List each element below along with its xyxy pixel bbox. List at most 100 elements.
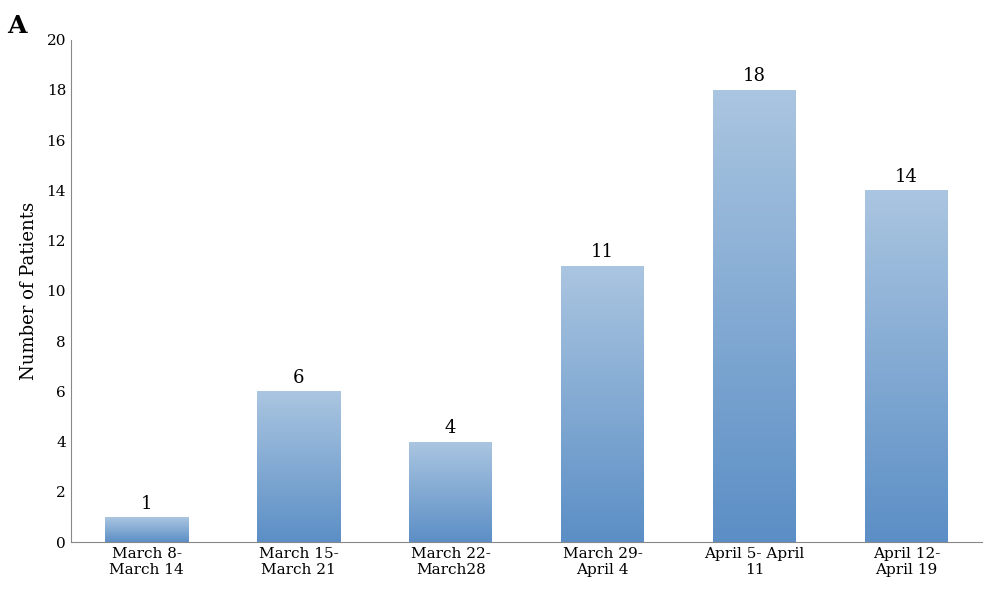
Bar: [712, 520, 796, 522]
Bar: [712, 472, 796, 475]
Bar: [864, 194, 948, 195]
Bar: [257, 463, 341, 464]
Bar: [257, 472, 341, 473]
Bar: [560, 459, 644, 461]
Bar: [560, 274, 644, 276]
Bar: [560, 405, 644, 407]
Bar: [864, 352, 948, 354]
Bar: [560, 366, 644, 368]
Bar: [257, 480, 341, 481]
Bar: [712, 330, 796, 332]
Bar: [864, 387, 948, 389]
Bar: [712, 309, 796, 311]
Bar: [712, 207, 796, 210]
Bar: [864, 366, 948, 368]
Bar: [257, 527, 341, 528]
Bar: [560, 453, 644, 454]
Bar: [712, 413, 796, 416]
Bar: [712, 321, 796, 323]
Bar: [560, 504, 644, 505]
Bar: [560, 457, 644, 458]
Bar: [864, 243, 948, 245]
Bar: [712, 327, 796, 330]
Bar: [864, 206, 948, 208]
Bar: [864, 245, 948, 247]
Bar: [864, 271, 948, 273]
Bar: [864, 201, 948, 203]
Bar: [712, 533, 796, 535]
Bar: [864, 456, 948, 458]
Bar: [864, 217, 948, 219]
Bar: [560, 533, 644, 534]
Bar: [712, 440, 796, 443]
Bar: [560, 317, 644, 318]
Bar: [257, 425, 341, 426]
Bar: [712, 300, 796, 302]
Bar: [712, 443, 796, 445]
Bar: [712, 526, 796, 529]
Bar: [864, 266, 948, 268]
Bar: [560, 286, 644, 288]
Bar: [257, 467, 341, 469]
Bar: [864, 409, 948, 410]
Bar: [864, 393, 948, 394]
Bar: [560, 483, 644, 484]
Bar: [560, 267, 644, 268]
Bar: [560, 488, 644, 489]
Bar: [712, 380, 796, 382]
Bar: [560, 430, 644, 432]
Bar: [712, 219, 796, 221]
Bar: [560, 340, 644, 342]
Bar: [257, 409, 341, 410]
Bar: [864, 229, 948, 231]
Bar: [257, 403, 341, 405]
Bar: [257, 538, 341, 539]
Bar: [864, 378, 948, 380]
Bar: [712, 223, 796, 226]
Bar: [560, 408, 644, 409]
Bar: [864, 384, 948, 386]
Bar: [864, 505, 948, 507]
Bar: [712, 535, 796, 538]
Bar: [257, 406, 341, 407]
Bar: [560, 290, 644, 292]
Bar: [257, 437, 341, 438]
Bar: [560, 444, 644, 446]
Bar: [257, 520, 341, 521]
Bar: [257, 418, 341, 419]
Bar: [560, 377, 644, 378]
Bar: [560, 448, 644, 450]
Bar: [864, 270, 948, 271]
Bar: [712, 241, 796, 244]
Bar: [864, 280, 948, 282]
Bar: [257, 428, 341, 429]
Bar: [257, 470, 341, 472]
Bar: [257, 433, 341, 434]
Bar: [712, 260, 796, 262]
Bar: [864, 389, 948, 391]
Bar: [560, 534, 644, 535]
Bar: [712, 343, 796, 346]
Bar: [712, 252, 796, 255]
Bar: [257, 407, 341, 408]
Bar: [560, 350, 644, 352]
Bar: [864, 500, 948, 502]
Bar: [712, 368, 796, 370]
Bar: [864, 535, 948, 537]
Bar: [864, 372, 948, 374]
Bar: [712, 117, 796, 119]
Bar: [712, 140, 796, 142]
Bar: [864, 398, 948, 400]
Bar: [712, 504, 796, 506]
Bar: [712, 323, 796, 325]
Bar: [560, 335, 644, 336]
Bar: [864, 442, 948, 444]
Bar: [864, 516, 948, 517]
Bar: [864, 354, 948, 356]
Bar: [560, 331, 644, 332]
Bar: [257, 445, 341, 446]
Bar: [712, 409, 796, 411]
Bar: [257, 498, 341, 500]
Bar: [712, 287, 796, 289]
Bar: [560, 492, 644, 494]
